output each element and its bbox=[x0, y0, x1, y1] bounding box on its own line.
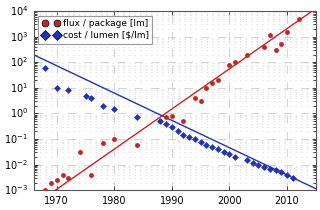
Legend: flux / package [lm], cost / lumen [$/lm]: flux / package [lm], cost / lumen [$/lm] bbox=[38, 16, 152, 43]
